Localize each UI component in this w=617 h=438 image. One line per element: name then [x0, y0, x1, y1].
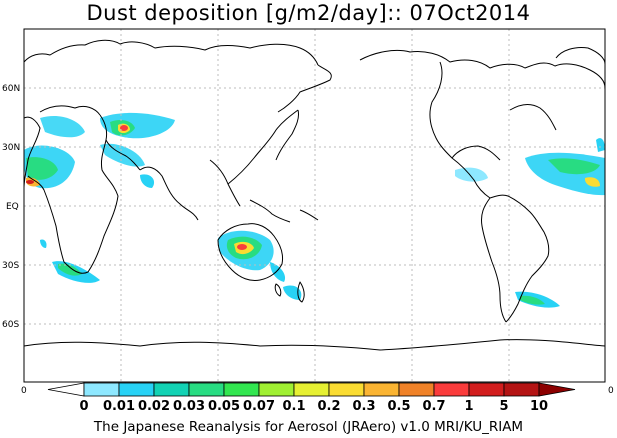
map-title: Dust deposition [g/m2/day]:: 07Oct2014: [86, 1, 531, 25]
map-frame: [23, 28, 606, 383]
latitude-labels: 60N 30N EQ 30S 60S: [2, 84, 20, 330]
colorbar-level-label: 10: [530, 399, 548, 414]
lon-label-right: 0: [608, 386, 614, 396]
colorbar-level-label: 0.07: [243, 399, 275, 414]
colorbar-box: [118, 382, 155, 397]
colorbar: [47, 382, 576, 397]
colorbar-level-label: 0.01: [103, 399, 135, 414]
colorbar-box: [363, 382, 400, 397]
colorbar-level-label: 0.02: [138, 399, 170, 414]
lat-label-60s: 60S: [2, 320, 19, 330]
colorbar-box: [328, 382, 365, 397]
colorbar-box: [503, 382, 540, 397]
colorbar-box: [293, 382, 330, 397]
colorbar-box: [83, 382, 120, 397]
lat-label-30s: 30S: [2, 261, 19, 271]
lon-label-left: 0: [21, 386, 27, 396]
colorbar-box: [153, 382, 190, 397]
colorbar-box: [398, 382, 435, 397]
lat-label-60n: 60N: [2, 84, 20, 94]
colorbar-arrow-low: [47, 382, 85, 397]
colorbar-level-label: 0.5: [387, 399, 410, 414]
colorbar-box: [188, 382, 225, 397]
colorbar-box: [468, 382, 505, 397]
colorbar-level-label: 0.2: [317, 399, 340, 414]
colorbar-box: [223, 382, 260, 397]
colorbar-level-label: 0.3: [352, 399, 375, 414]
colorbar-level-label: 0.1: [282, 399, 305, 414]
footer-credit: The Japanese Reanalysis for Aerosol (JRA…: [93, 419, 524, 435]
coastlines: [23, 39, 606, 351]
colorbar-arrow-high: [538, 382, 576, 397]
colorbar-level-label: 5: [499, 399, 508, 414]
colorbar-box: [258, 382, 295, 397]
graticule: [24, 29, 605, 382]
lat-label-eq: EQ: [6, 202, 19, 212]
dust-shading: [24, 112, 605, 308]
colorbar-level-label: 1: [464, 399, 473, 414]
colorbar-level-label: 0.05: [208, 399, 240, 414]
lat-label-30n: 30N: [2, 143, 20, 153]
colorbar-level-label: 0.03: [173, 399, 205, 414]
colorbar-level-label: 0: [79, 399, 88, 414]
colorbar-box: [433, 382, 470, 397]
colorbar-level-label: 0.7: [422, 399, 445, 414]
colorbar-labels: 0 0.01 0.02 0.03 0.05 0.07 0.1 0.2 0.3 0.5 0.7 1 5 10: [79, 399, 548, 414]
